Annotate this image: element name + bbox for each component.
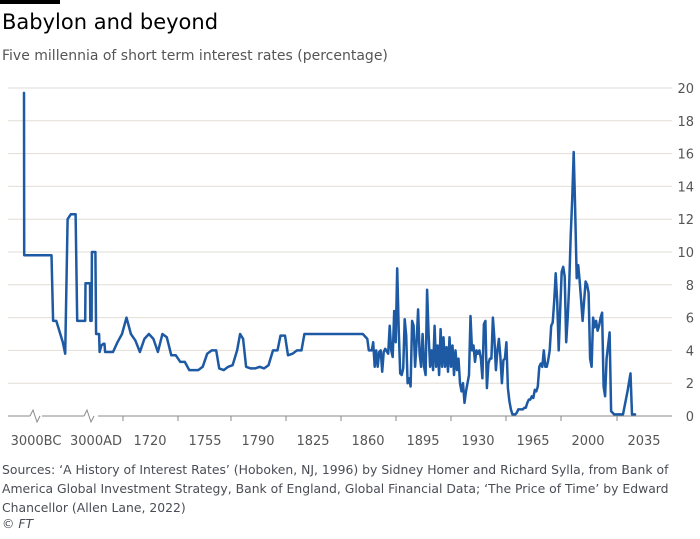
x-tick-label: 1755 — [188, 434, 221, 449]
y-tick-label: 18 — [677, 115, 694, 130]
interest-rate-line — [22, 91, 637, 416]
x-tick-label: 2035 — [627, 434, 660, 449]
x-tick-label: 2000 — [571, 434, 604, 449]
x-axis-labels: 3000BC 3000AD 1720 1755 1790 1825 1860 1895 1930… — [11, 434, 661, 449]
axis-break-marks — [29, 408, 95, 424]
copyright-credit: © FT — [2, 516, 34, 531]
x-tick-label: 3000BC — [11, 434, 62, 449]
source-note: Sources: ‘A History of Interest Rates’ (… — [2, 462, 669, 515]
x-axis — [8, 415, 672, 421]
y-axis-labels: 0 2 4 6 8 10 12 14 16 18 20 — [677, 82, 694, 425]
y-tick-label: 6 — [686, 312, 694, 327]
brand-top-rule — [0, 0, 60, 4]
x-tick-label: 1825 — [296, 434, 329, 449]
x-tick-label: 1965 — [516, 434, 549, 449]
x-tick-label: 1790 — [241, 434, 274, 449]
y-tick-label: 4 — [686, 344, 694, 359]
chart-subtitle: Five millennia of short term interest ra… — [2, 48, 388, 64]
chart-title: Babylon and beyond — [2, 10, 219, 34]
axis-break-mark — [83, 408, 95, 424]
x-tick-label: 1895 — [406, 434, 439, 449]
x-tick-label: 1930 — [461, 434, 494, 449]
y-tick-label: 2 — [686, 377, 694, 392]
y-tick-label: 10 — [677, 246, 694, 261]
y-tick-label: 8 — [686, 279, 694, 294]
axis-break-mark — [29, 408, 41, 424]
y-tick-label: 14 — [677, 180, 694, 195]
x-tick-label: 1860 — [351, 434, 384, 449]
gridlines — [8, 87, 672, 384]
y-tick-label: 20 — [677, 82, 694, 97]
y-tick-label: 16 — [677, 148, 694, 163]
x-tick-label: 3000AD — [70, 434, 122, 449]
y-tick-label: 12 — [677, 213, 694, 228]
x-tick-label: 1720 — [133, 434, 166, 449]
y-tick-label: 0 — [686, 410, 694, 425]
